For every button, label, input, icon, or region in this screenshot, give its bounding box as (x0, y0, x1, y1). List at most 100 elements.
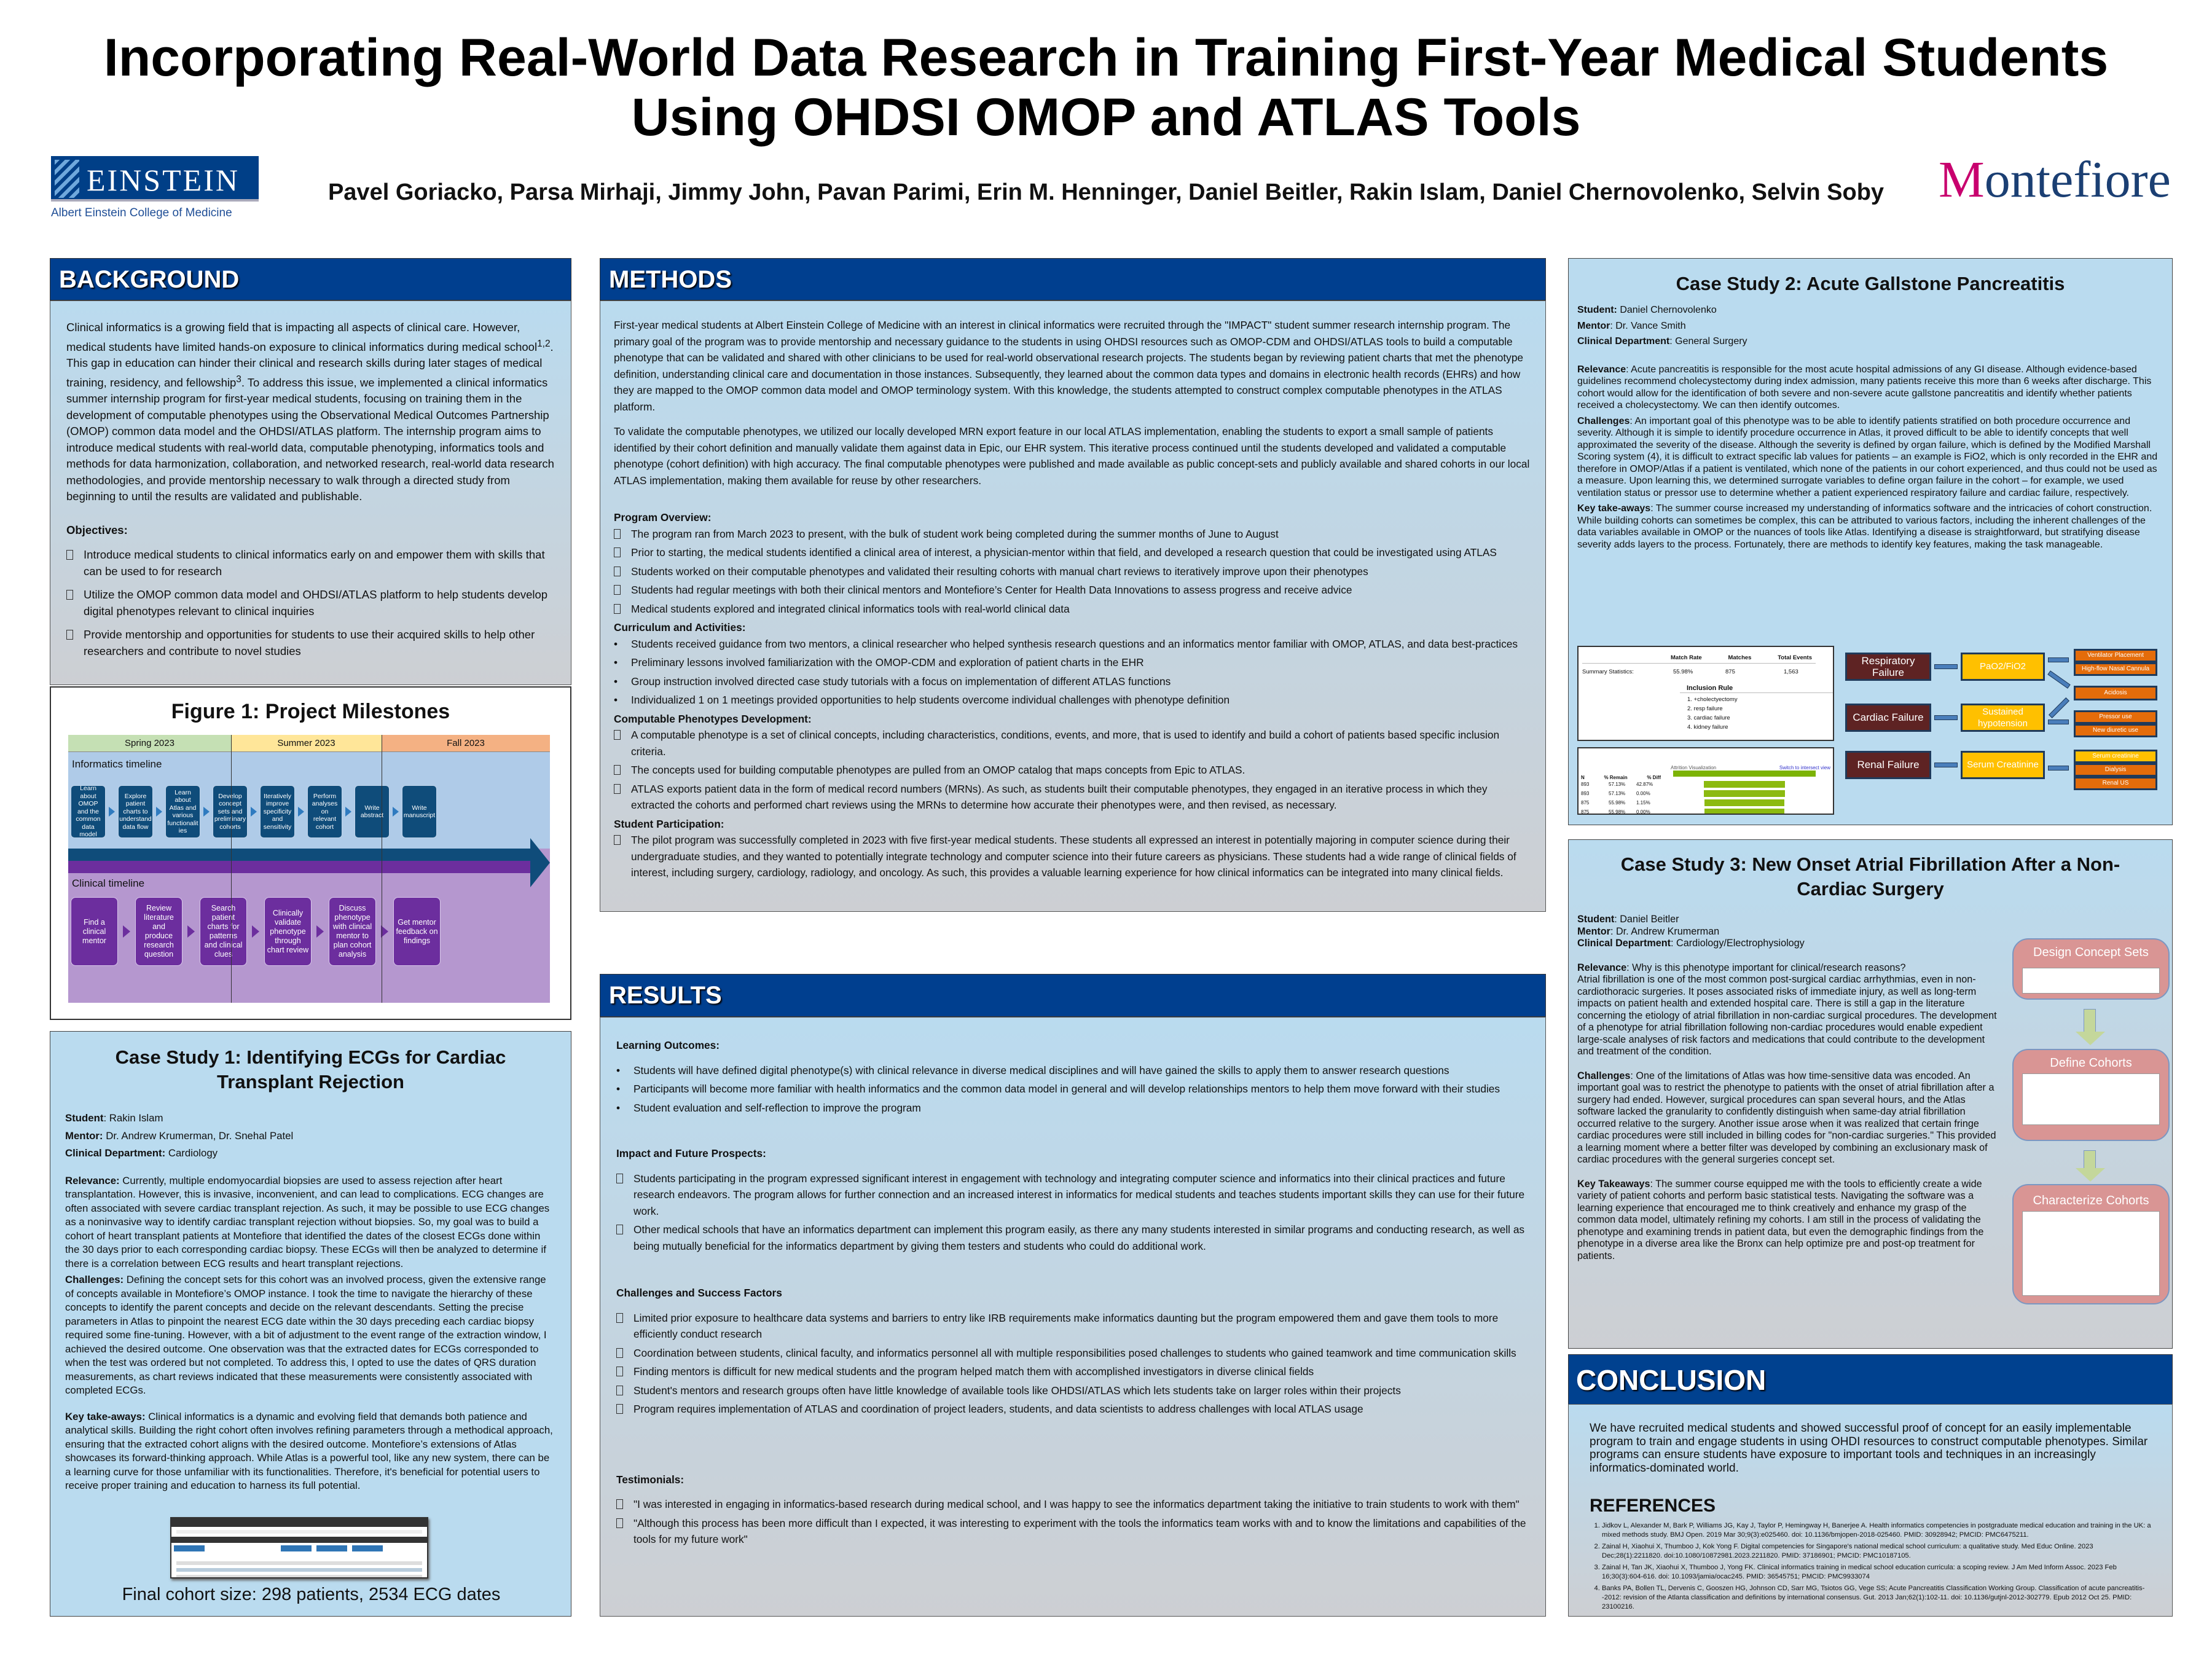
list-item: Provide mentorship and opportunities for… (66, 627, 555, 659)
arrow-right-icon (252, 925, 259, 938)
subheading: Computable Phenotypes Development: (614, 712, 812, 725)
season-summer: Summer 2023 (231, 735, 382, 752)
milestone-step: Explore patient charts to understand dat… (118, 785, 153, 838)
challenges-list: Limited prior exposure to healthcare dat… (616, 1310, 1529, 1418)
list-item: • Group instruction involved directed cas… (614, 673, 1532, 690)
arrow-icon (1934, 664, 1958, 669)
step-label: Design Concept Sets (2033, 946, 2149, 959)
challenges-text: Defining the concept sets for this cohor… (65, 1274, 547, 1396)
arrow-right-icon (109, 807, 115, 817)
milestone-step: Learn about OMOP and the common data mod… (71, 785, 106, 838)
step-characterize-cohorts: Characterize Cohorts (2012, 1184, 2170, 1304)
list-item-text: Group instruction involved directed case… (631, 675, 1171, 688)
list-item-text: The pilot program was successfully compl… (631, 834, 1516, 879)
conclusion-section: We have recruited medical students and s… (1568, 1404, 2173, 1617)
logo-word: EINSTEIN (87, 163, 240, 197)
flow-measure: PaO2/FiO2 (1961, 653, 2045, 681)
attrition-cell: 893 (1581, 790, 1590, 796)
col-header: Total Events (1778, 654, 1812, 661)
list-item: • Students received guidance from two men… (614, 636, 1532, 653)
list-item: Students had regular meetings with both … (614, 582, 1532, 598)
attrition-row: 893 57.13% 42.87% (1581, 780, 1833, 788)
checkbox-bullet-icon (66, 547, 84, 563)
flow-measure: Sustained hypotension (1961, 704, 2045, 732)
informatics-timeline-label: Informatics timeline (72, 758, 162, 770)
total-events: 1,563 (1784, 669, 1798, 675)
milestone-step: Write abstract (355, 785, 390, 838)
impact-list: Students participating in the program ex… (616, 1171, 1529, 1255)
reference-item: Banks PA, Bollen TL, Dervenis C, Gooszen… (1602, 1584, 2151, 1612)
list-item-text: Medical students explored and integrated… (631, 602, 1070, 615)
label: Student: (1577, 305, 1617, 315)
logo-initial: M (1939, 151, 1985, 208)
mentor-name: : Dr. Andrew Krumerman (1610, 925, 1720, 937)
relevance-text: Currently, multiple endomyocardial biops… (65, 1174, 550, 1269)
milestone-step: Clinically validate phenotype through ch… (264, 897, 312, 966)
references-list: Jidkov L, Alexander M, Bark P, Williams … (1590, 1521, 2151, 1612)
figure-project-milestones: Figure 1: Project Milestones Spring 2023… (50, 686, 571, 1020)
subheading: Challenges and Success Factors (616, 1287, 782, 1299)
bullet-icon: • (616, 1101, 621, 1114)
list-item: A computable phenotype is a set of clini… (614, 727, 1532, 759)
attrition-cell: 55.98% (1609, 809, 1626, 815)
subheading: Learning Outcomes: (616, 1039, 720, 1051)
flow-outcome: Acidosis (2074, 686, 2157, 700)
label: Challenges (1577, 415, 1630, 426)
flow-outcome: Serum creatinine (2074, 750, 2157, 763)
checkbox-bullet-icon (616, 1515, 633, 1532)
department: : Cardiology/Electrophysiology (1671, 938, 1805, 949)
informatics-steps: Learn about OMOP and the common data mod… (71, 785, 437, 838)
attrition-cell: 893 (1581, 781, 1590, 787)
testimonials-list: "I was interested in engaging in informa… (616, 1496, 1529, 1548)
atlas-screenshot (170, 1517, 428, 1579)
arrow-right-icon (393, 807, 399, 817)
label: Challenges: (65, 1274, 124, 1285)
arrow-icon (2048, 766, 2069, 771)
list-item: Introduce medical students to clinical i… (66, 547, 555, 579)
objectives-list: Introduce medical students to clinical i… (66, 547, 555, 659)
col-header: % Diff (1647, 775, 1661, 780)
methods-heading: METHODS (600, 258, 1546, 300)
subheading: Student Participation: (614, 817, 724, 830)
list-item-text: Participants will become more familiar w… (633, 1083, 1500, 1095)
bullet-icon: • (614, 656, 618, 669)
label: Key take-aways (1577, 503, 1651, 514)
arrow-right-icon (187, 925, 195, 938)
col-header: N (1581, 775, 1585, 780)
inclusion-rule: 4. kidney failure (1687, 724, 1728, 731)
list-item: Finding mentors is difficult for new med… (616, 1363, 1529, 1380)
list-item: • Individualized 1 on 1 meetings provided… (614, 692, 1532, 708)
label: Mentor: (65, 1129, 103, 1142)
down-arrow-icon (2076, 1150, 2105, 1182)
label: Challenges (1577, 1070, 1631, 1081)
inclusion-rule: 3. cardiac failure (1687, 715, 1730, 721)
attrition-cell: 57.13% (1609, 781, 1626, 787)
checkbox-bullet-icon (616, 1496, 633, 1513)
switch-view-link[interactable]: Switch to intersect view (1779, 765, 1830, 771)
list-item-text: The program ran from March 2023 to prese… (631, 527, 1279, 540)
checkbox-bullet-icon (614, 544, 631, 561)
label: Clinical Department (1577, 938, 1671, 949)
subheading: Impact and Future Prospects: (616, 1147, 766, 1159)
checkbox-bullet-icon (614, 762, 631, 779)
overview-list: The program ran from March 2023 to prese… (614, 526, 1532, 618)
match-rate: 55.98% (1673, 669, 1693, 675)
conclusion-heading: CONCLUSION (1568, 1354, 2173, 1406)
clinical-steps: Find a clinical mentor Review literature … (71, 897, 441, 966)
curriculum-list: • Students received guidance from two men… (614, 636, 1532, 708)
case-study-title: Case Study 3: New Onset Atrial Fibrillat… (1620, 853, 2120, 900)
attrition-row: 875 55.98% 1.15% (1581, 799, 1833, 807)
row-label: Summary Statistics: (1582, 669, 1634, 675)
list-item-text: Provide mentorship and opportunities for… (84, 628, 535, 657)
background-heading: BACKGROUND (50, 258, 571, 300)
label: Key take-aways: (65, 1410, 146, 1422)
relevance-text: : Acute pancreatitis is responsible for … (1577, 364, 2152, 411)
checkbox-bullet-icon (616, 1345, 633, 1362)
checkbox-bullet-icon (614, 781, 631, 798)
milestone-step: Find a clinical mentor (71, 897, 118, 966)
conclusion-text: We have recruited medical students and s… (1590, 1422, 2148, 1475)
label: Key Takeaways (1577, 1178, 1650, 1190)
subheading: Program Overview: (614, 511, 712, 524)
list-item-text: A computable phenotype is a set of clini… (631, 729, 1500, 758)
col-header: Match Rate (1671, 654, 1702, 661)
